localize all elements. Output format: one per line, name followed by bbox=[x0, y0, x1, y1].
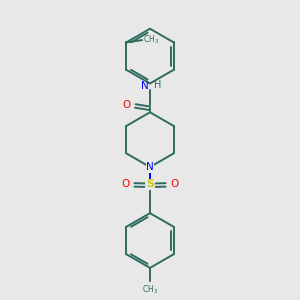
Text: O: O bbox=[122, 179, 130, 189]
Text: H: H bbox=[154, 80, 162, 90]
Text: N: N bbox=[141, 81, 149, 92]
Text: S: S bbox=[146, 179, 154, 189]
Text: N: N bbox=[146, 162, 154, 172]
Text: CH$_3$: CH$_3$ bbox=[142, 283, 158, 296]
Text: CH$_3$: CH$_3$ bbox=[143, 34, 159, 46]
Text: O: O bbox=[123, 100, 131, 110]
Text: O: O bbox=[170, 179, 178, 189]
